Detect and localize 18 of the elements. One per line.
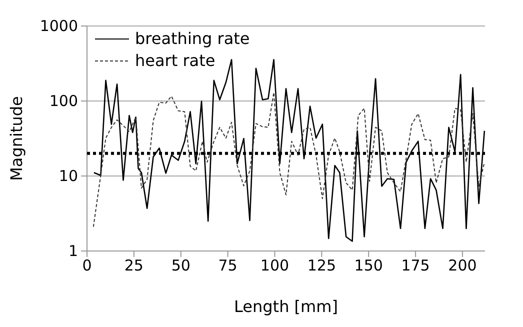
line-series	[92, 92, 485, 228]
x-tick-label: 200	[448, 256, 477, 275]
x-tick-label: 50	[171, 256, 190, 275]
x-axis-title: Length [mm]	[234, 297, 338, 316]
x-tick-label: 175	[401, 256, 430, 275]
legend-label: breathing rate	[135, 29, 250, 48]
y-axis-title: Magnitude	[7, 96, 26, 181]
x-tick-label: 75	[218, 256, 238, 275]
x-tick-label: 100	[260, 256, 290, 275]
y-tick-label: 1	[68, 242, 78, 260]
x-tick-label: 0	[82, 256, 92, 275]
y-tick-label: 1000	[40, 16, 78, 35]
x-tick-label: 25	[124, 256, 144, 275]
x-tick-label: 150	[354, 256, 383, 275]
legend-label: heart rate	[135, 51, 216, 70]
x-tick-label: 125	[307, 256, 336, 275]
y-tick-label: 10	[58, 166, 78, 185]
y-tick-label: 100	[49, 92, 78, 110]
